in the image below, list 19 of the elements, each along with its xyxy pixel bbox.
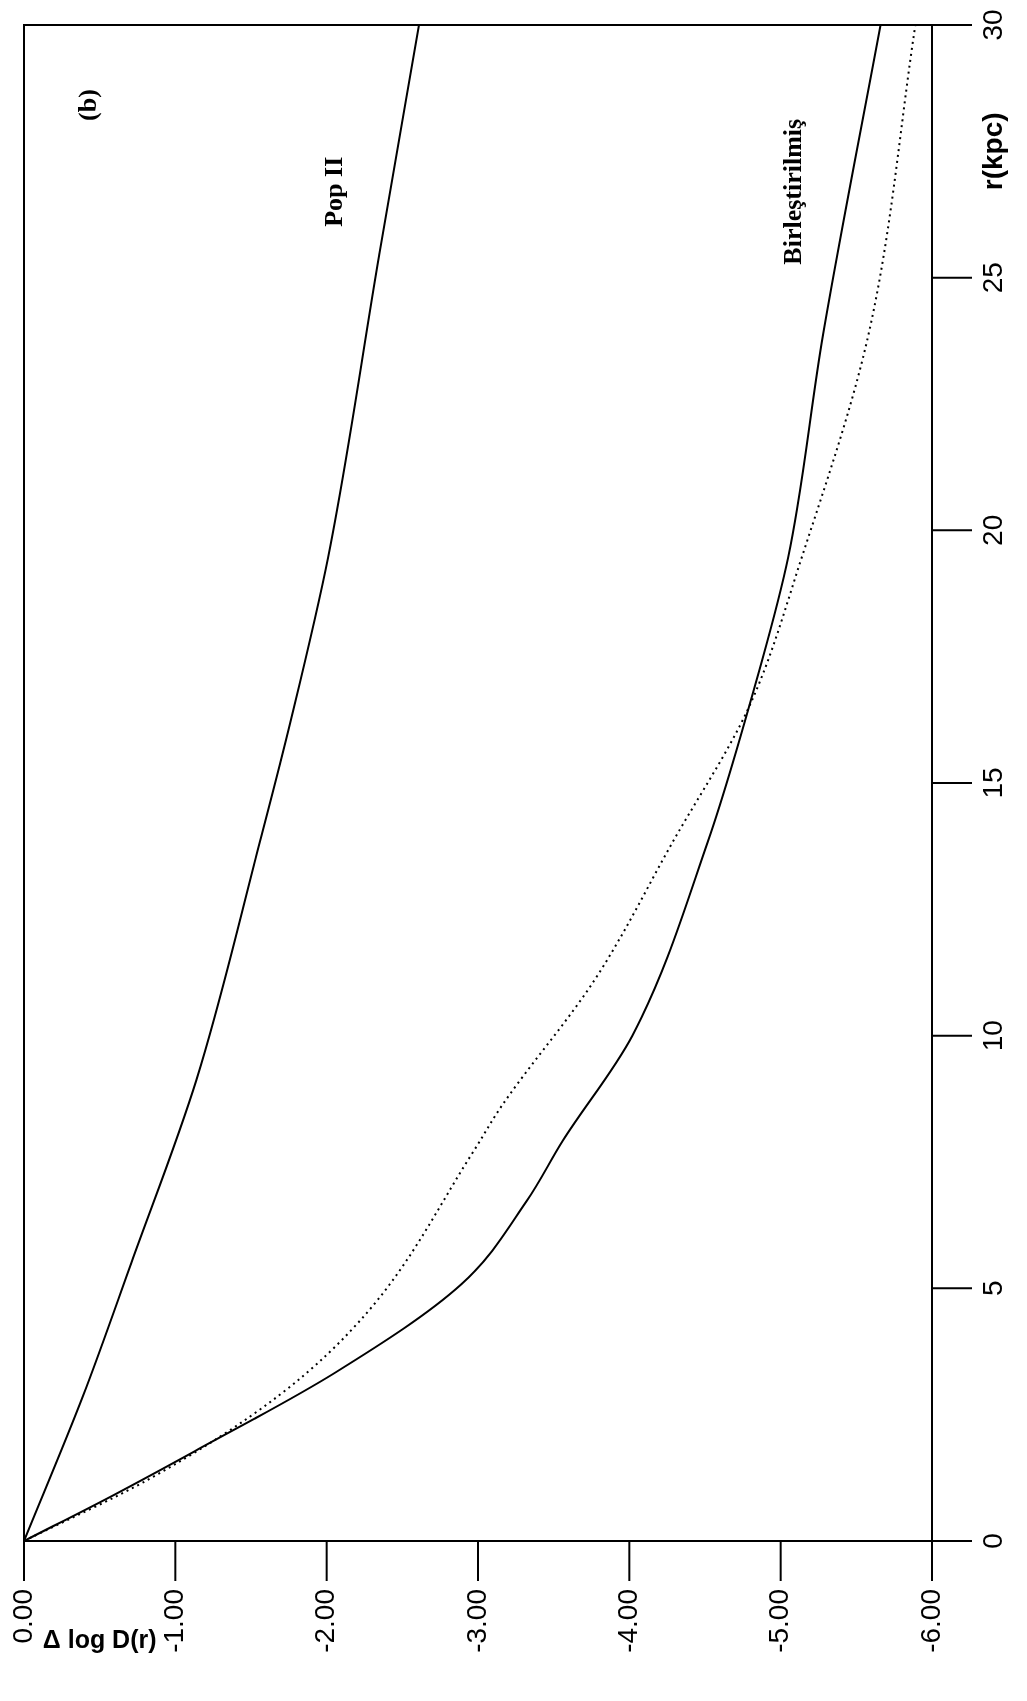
x-tick-label: 0.00 (6, 1589, 38, 1644)
y-axis-title: r(kpc) (976, 112, 1008, 191)
y-tick-label: 0 (976, 1533, 1008, 1549)
x-tick-label: -5.00 (763, 1589, 795, 1653)
x-tick-label: -2.00 (309, 1589, 341, 1653)
x-tick-label: -1.00 (158, 1589, 190, 1653)
text: Pop II (318, 156, 348, 227)
y-tick-label: 15 (976, 767, 1008, 799)
y-tick-label: 10 (976, 1020, 1008, 1052)
x-axis-title: Δ log D(r) (42, 1624, 157, 1653)
y-tick-label: 5 (976, 1280, 1008, 1297)
annotation: (b) (72, 89, 102, 121)
y-tick-label: 25 (976, 262, 1008, 294)
x-tick-label: -3.00 (460, 1589, 492, 1653)
x-tick-label: -4.00 (612, 1589, 644, 1653)
x-tick-label: -6.00 (914, 1589, 946, 1653)
text: Birleştirilmiş (778, 118, 808, 265)
y-tick-label: 30 (976, 9, 1008, 41)
y-tick-label: 20 (976, 514, 1008, 546)
